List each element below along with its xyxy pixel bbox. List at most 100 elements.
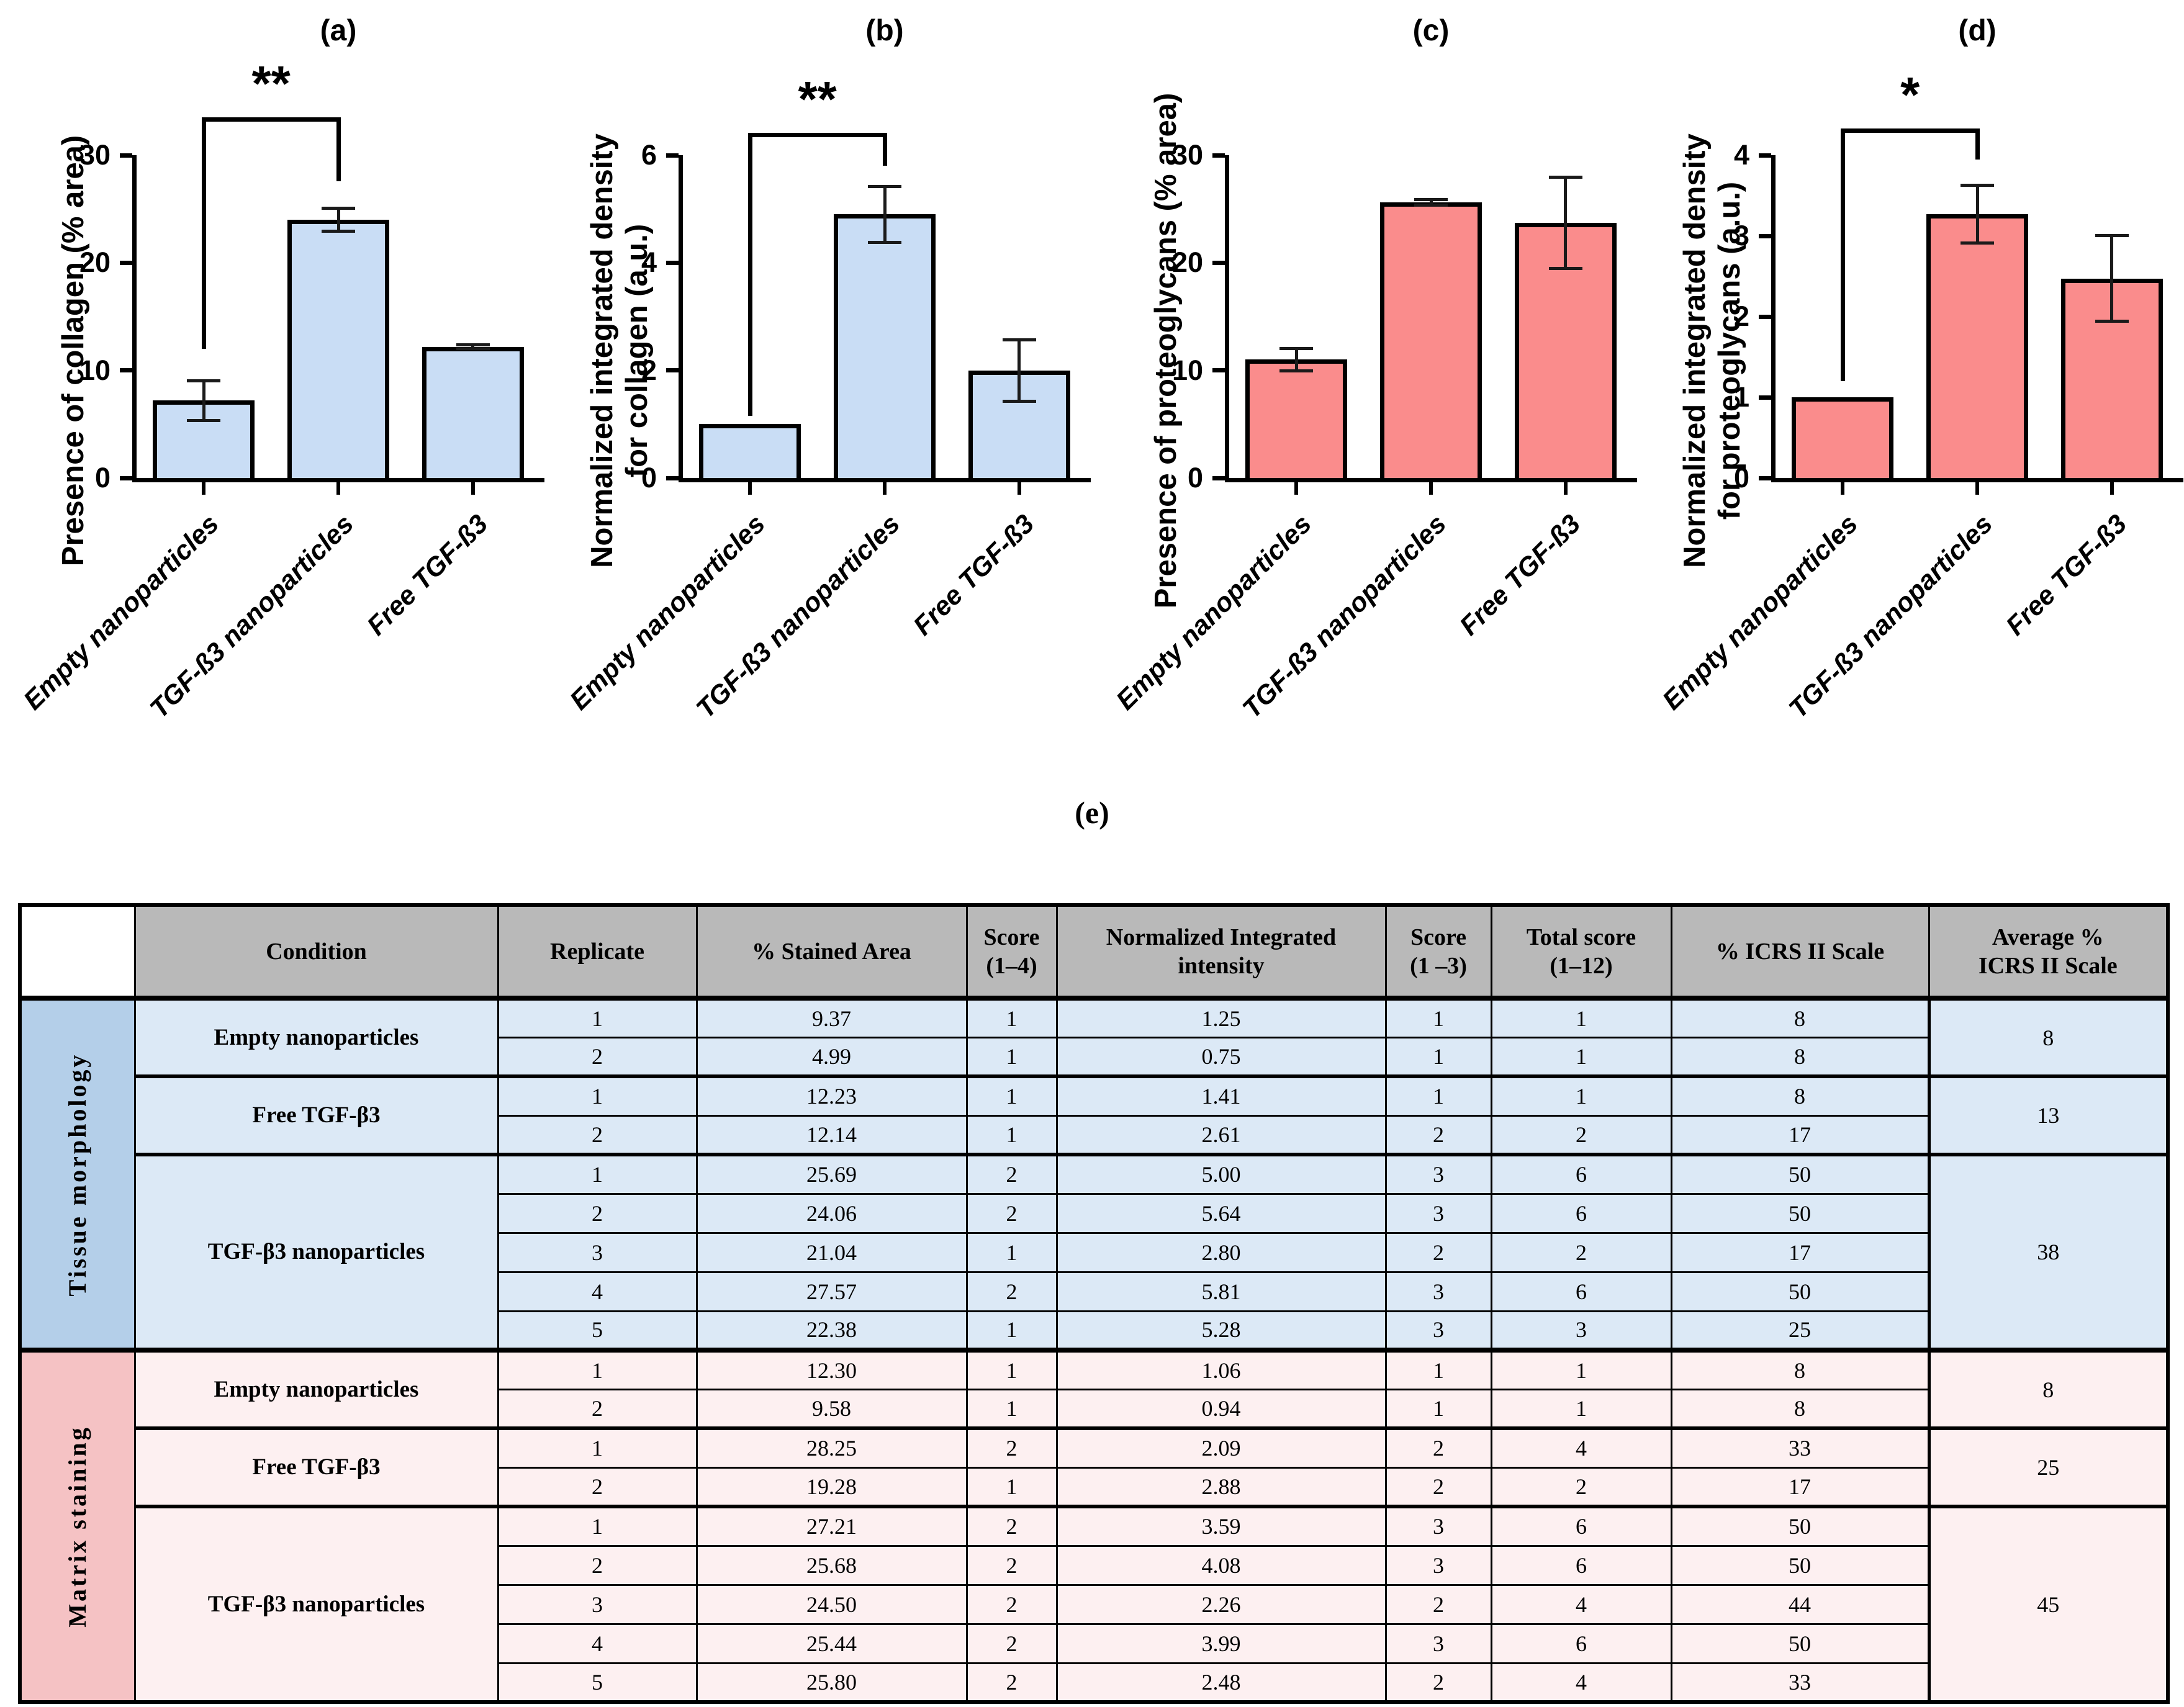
table-cell: 2 (1490, 1114, 1672, 1156)
y-tick (666, 260, 679, 265)
y-axis-label-c: Presence of proteoglycans (% area) (1105, 28, 1226, 673)
y-tick-label: 0 (1187, 462, 1203, 493)
table-cell: 8 (1670, 1388, 1930, 1430)
table-cell: 3 (497, 1232, 698, 1273)
y-tick-label: 3 (1733, 220, 1749, 251)
table-cell: 1 (965, 1232, 1058, 1273)
table-cell: 2 (497, 1544, 698, 1586)
table-cell: 50 (1670, 1271, 1930, 1312)
table-cell: 1 (497, 1505, 698, 1547)
table-cell: 25.44 (695, 1623, 968, 1664)
chart-panel-d: (d) Normalized integrated density for pro… (1651, 9, 2184, 791)
y-tick (120, 153, 132, 158)
column-header-line: % Stained Area (752, 938, 911, 965)
error-bar-line (471, 343, 475, 350)
table-cell: 2.88 (1055, 1466, 1387, 1508)
table-cell: 1 (1490, 1074, 1672, 1117)
x-axis-line (679, 478, 1091, 482)
condition-cell: Empty nanoparticles (133, 996, 499, 1078)
y-axis-label-d: Normalized integrated density for proteog… (1651, 28, 1772, 673)
x-axis-line (1771, 478, 2183, 482)
y-tick (666, 475, 679, 480)
bar-category-1 (699, 424, 801, 478)
table-cell: 2 (965, 1623, 1058, 1664)
table-cell: 2 (965, 1153, 1058, 1195)
table-cell: 2 (1490, 1466, 1672, 1508)
table-cell: 12.30 (695, 1348, 968, 1390)
bar-category-2 (287, 220, 389, 478)
column-header: % Stained Area (695, 904, 968, 1001)
significance-bracket-arm-left (201, 117, 206, 349)
error-bar-cap-bottom (322, 229, 355, 233)
table-cell: 1 (965, 1036, 1058, 1078)
table-cell: 3 (1384, 1505, 1492, 1547)
chart-panel-b: (b) Normalized integrated density for col… (559, 9, 1091, 791)
table-cell: 2 (1384, 1662, 1492, 1703)
average-icrs-cell: 45 (1927, 1505, 2169, 1703)
condition-cell: TGF-β3 nanoparticles (133, 1153, 499, 1351)
bar-category-2 (834, 214, 936, 478)
table-cell: 25.68 (695, 1544, 968, 1586)
table-cell: 1 (497, 1348, 698, 1390)
panel-label-d: (d) (1958, 14, 1997, 47)
table-cell: 33 (1670, 1662, 1930, 1703)
column-header: Total score (1–12) (1490, 904, 1672, 1001)
column-header-line: Score (983, 924, 1040, 950)
table-cell: 1 (1384, 1348, 1492, 1390)
bar-category-1 (1245, 359, 1348, 478)
table-cell: 2.80 (1055, 1232, 1387, 1273)
table-cell: 50 (1670, 1505, 1930, 1547)
x-tick (748, 482, 752, 495)
y-axis-label-text: Presence of collagen (% area) (56, 135, 91, 566)
table-cell: 22.38 (695, 1310, 968, 1351)
table-cell: 3.59 (1055, 1505, 1387, 1547)
table-cell: 0.75 (1055, 1036, 1387, 1078)
y-axis-label-line: for collagen (a.u.) (620, 223, 654, 478)
table-row: 2 25.68 2 4.08 3 6 50 (20, 1544, 2168, 1586)
y-tick (120, 368, 132, 373)
table-cell: 33 (1670, 1426, 1930, 1469)
y-tick-label: 2 (1733, 300, 1749, 332)
table-cell: 6 (1490, 1505, 1672, 1547)
x-tick (202, 482, 206, 495)
table-cell: 44 (1670, 1583, 1930, 1625)
column-header-line: Normalized Integrated (1106, 924, 1337, 950)
table-cell: 2 (497, 1388, 698, 1430)
y-tick-label: 10 (79, 354, 111, 386)
x-tick (1294, 482, 1299, 495)
table-cell: 1 (965, 1348, 1058, 1390)
y-tick (666, 153, 679, 158)
error-bar-cap-bottom (868, 241, 901, 244)
table-cell: 21.04 (695, 1232, 968, 1273)
table-cell: 9.37 (695, 996, 968, 1038)
icrs-results-table: Condition Replicate% Stained Area Score (1–… (18, 903, 2170, 1704)
y-tick (1212, 153, 1225, 158)
error-bar-cap-top (1961, 183, 1994, 187)
table-cell: 3 (1384, 1153, 1492, 1195)
y-tick-label: 0 (641, 462, 657, 493)
error-bar-line (1429, 198, 1433, 207)
error-bar-line (336, 207, 340, 233)
table-cell: 2 (1384, 1232, 1492, 1273)
significance-bracket-arm-left (747, 132, 752, 417)
significance-bracket-arm-right (882, 132, 887, 166)
x-tick (2110, 482, 2114, 495)
table-cell: 17 (1670, 1232, 1930, 1273)
table-cell: 1 (1384, 1036, 1492, 1078)
y-axis-label-a: Presence of collagen (% area) (12, 28, 133, 673)
y-tick (666, 368, 679, 373)
y-tick (1759, 395, 1771, 400)
group-label-text: Matrix staining (63, 1425, 92, 1628)
table-cell: 3 (1490, 1310, 1672, 1351)
table-cell: 4 (1490, 1583, 1672, 1625)
table-cell: 2 (965, 1271, 1058, 1312)
panel-label-c: (c) (1412, 14, 1450, 47)
y-tick-label: 30 (79, 139, 111, 171)
error-bar-cap-bottom (1548, 267, 1582, 271)
column-header-line: Replicate (550, 938, 644, 965)
table-cell: 19.28 (695, 1466, 968, 1508)
y-tick-label: 20 (1171, 246, 1203, 279)
error-bar-line (1975, 183, 1979, 245)
table-cell: 1.41 (1055, 1074, 1387, 1117)
table-cell: 2 (965, 1544, 1058, 1586)
